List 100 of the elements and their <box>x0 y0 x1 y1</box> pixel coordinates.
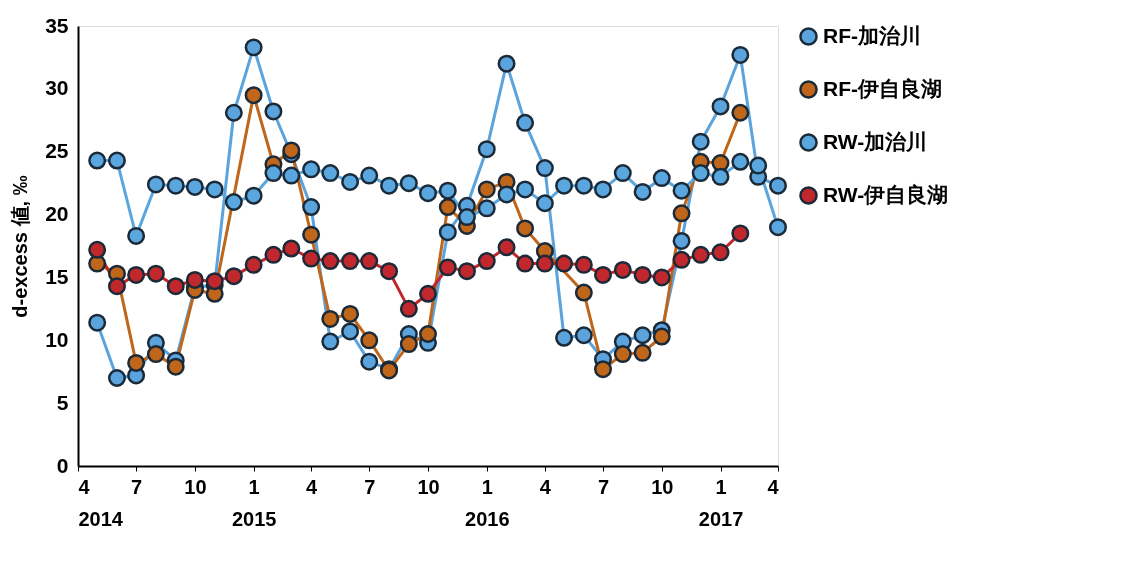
point <box>497 54 516 73</box>
point <box>185 177 204 196</box>
x-tick-label: 4 2014 <box>78 475 124 530</box>
point <box>205 272 224 291</box>
point <box>146 175 165 194</box>
point <box>731 103 750 122</box>
point <box>88 313 107 332</box>
point <box>574 176 593 195</box>
point <box>341 304 360 323</box>
point <box>360 352 379 371</box>
point <box>497 238 516 257</box>
point <box>633 265 652 284</box>
point <box>691 164 710 183</box>
x-tick-label: 10 <box>651 475 674 498</box>
point <box>749 156 768 175</box>
point <box>341 252 360 271</box>
point <box>127 226 146 245</box>
point <box>146 264 165 283</box>
point <box>166 277 185 296</box>
point <box>769 218 787 237</box>
point <box>224 193 243 211</box>
point <box>652 268 671 287</box>
point <box>535 254 554 273</box>
point <box>88 151 107 170</box>
point <box>282 141 301 160</box>
point <box>731 45 750 64</box>
x-tick-label: 10 <box>184 475 207 498</box>
point <box>321 252 340 271</box>
point <box>613 345 632 364</box>
point <box>380 262 399 281</box>
point <box>769 176 787 195</box>
x-tick-label: 7 <box>364 475 376 498</box>
point <box>399 299 418 318</box>
x-tick-label: 4 <box>767 475 780 498</box>
point <box>380 176 399 195</box>
point <box>672 231 691 250</box>
y-tick-label: 25 <box>45 139 69 163</box>
point <box>731 224 750 243</box>
point <box>711 243 730 262</box>
legend-label: RW-加治川 <box>823 129 928 153</box>
point <box>107 369 126 387</box>
point <box>516 180 535 199</box>
point <box>535 159 554 178</box>
point <box>264 164 283 183</box>
legend-label: RF-伊自良湖 <box>823 76 942 100</box>
point <box>574 283 593 302</box>
point <box>360 331 379 350</box>
legend-label: RW-伊自良湖 <box>823 182 949 206</box>
point <box>282 166 301 185</box>
y-tick-label: 35 <box>45 13 69 37</box>
point <box>438 223 457 242</box>
point <box>302 225 321 244</box>
point <box>360 166 379 185</box>
point <box>516 254 535 273</box>
point <box>672 181 691 200</box>
point <box>341 322 360 341</box>
point <box>574 255 593 274</box>
x-tick-label: 10 <box>417 475 440 498</box>
point <box>516 113 535 132</box>
point <box>264 245 283 264</box>
point <box>399 174 418 193</box>
point <box>419 325 437 343</box>
point <box>711 97 730 116</box>
point <box>613 260 632 279</box>
x-tick-label: 4 <box>539 475 552 498</box>
x-tick-label: 4 <box>306 475 319 498</box>
point <box>88 240 107 259</box>
point <box>419 284 437 303</box>
legend-label: RF-加治川 <box>823 23 921 47</box>
point <box>438 198 457 217</box>
point <box>652 327 671 346</box>
point <box>672 204 691 223</box>
y-tick-label: 20 <box>45 202 69 226</box>
point <box>419 184 437 203</box>
point <box>399 335 418 354</box>
y-tick-label: 10 <box>45 327 69 351</box>
point <box>633 182 652 201</box>
point <box>477 180 496 199</box>
x-tick-label: 1 2015 <box>231 475 277 530</box>
point <box>691 132 710 151</box>
point <box>302 198 321 217</box>
point <box>457 208 476 227</box>
point <box>477 252 496 271</box>
x-tick-label: 7 <box>597 475 610 498</box>
point <box>244 38 263 57</box>
x-tick-label: 7 <box>131 475 143 498</box>
point <box>341 172 360 191</box>
x-tick-label: 1 2016 <box>465 475 510 530</box>
y-tick-label: 15 <box>45 264 69 288</box>
point <box>497 185 516 204</box>
point <box>672 250 691 269</box>
point <box>127 265 146 284</box>
point <box>574 326 593 345</box>
point <box>652 169 671 188</box>
point <box>321 332 340 351</box>
point <box>321 309 340 328</box>
point <box>711 167 730 186</box>
point <box>302 249 321 268</box>
point <box>555 328 574 347</box>
x-tick-label: 1 2017 <box>698 475 744 530</box>
